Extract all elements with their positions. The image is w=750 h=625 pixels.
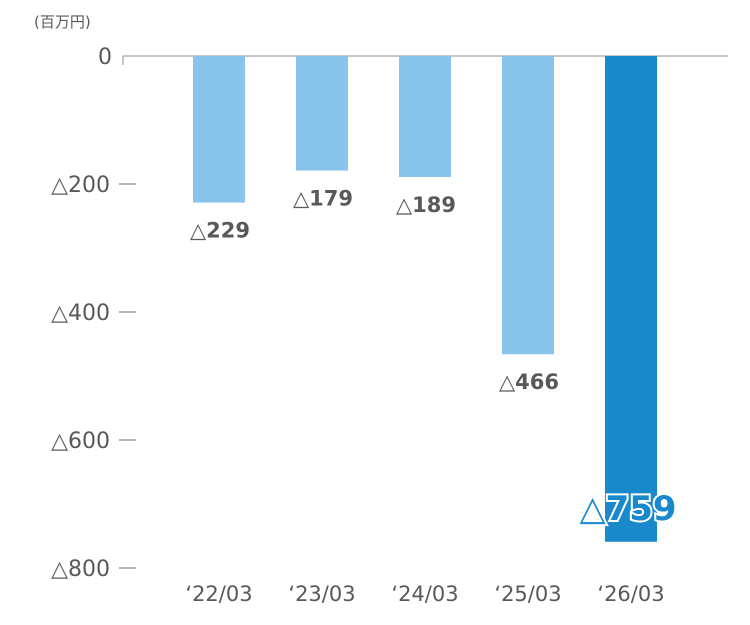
y-tick-label: 0: [98, 45, 112, 70]
x-tick-label-3: ‘25/03: [494, 582, 561, 606]
y-tick-label: △400: [51, 301, 110, 326]
chart-bars: [193, 56, 657, 542]
bar-2: [399, 56, 451, 177]
data-label-4: △759: [579, 489, 676, 529]
x-tick-label-1: ‘23/03: [288, 582, 355, 606]
y-tick-label: △800: [51, 557, 110, 582]
data-label-0: △229: [190, 219, 250, 243]
data-label-3: △466: [499, 370, 559, 394]
y-axis-unit-label: (百万円): [34, 13, 91, 31]
data-label-1: △179: [293, 187, 353, 211]
y-tick-label: △600: [51, 429, 110, 454]
data-label-2: △189: [396, 193, 456, 217]
bar-0: [193, 56, 245, 203]
chart-axes: 0 △200 △400 △600 △800: [51, 45, 728, 582]
x-tick-label-0: ‘22/03: [185, 582, 252, 606]
y-tick-label: △200: [51, 173, 110, 198]
x-tick-label-2: ‘24/03: [391, 582, 458, 606]
bar-4: [605, 56, 657, 542]
chart-labels: △229 ‘22/03 △179 ‘23/03 △189 ‘24/03 △466 ‘25/03…: [185, 187, 678, 606]
x-tick-label-4: ‘26/03: [597, 582, 664, 606]
bar-3: [502, 56, 554, 355]
bar-1: [296, 56, 348, 171]
